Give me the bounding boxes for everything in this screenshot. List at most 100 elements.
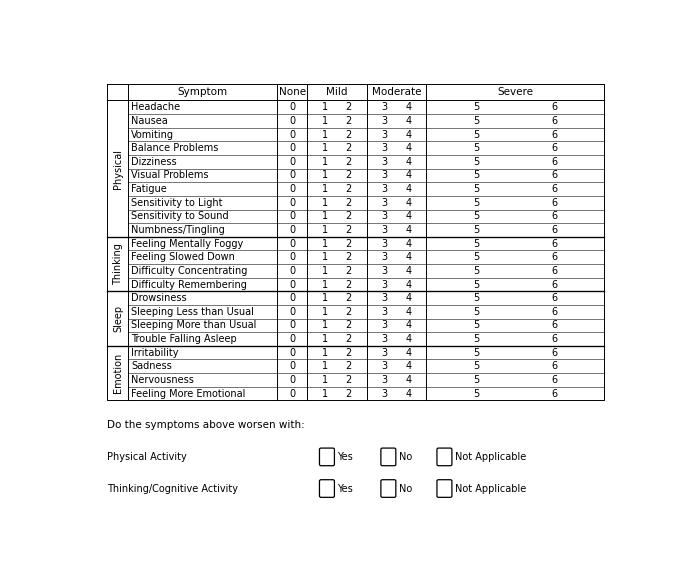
Text: 6: 6 <box>551 266 557 276</box>
Text: 0: 0 <box>289 389 296 399</box>
Text: 1: 1 <box>322 321 328 330</box>
Text: Not Applicable: Not Applicable <box>455 452 526 462</box>
Text: 2: 2 <box>346 198 352 208</box>
Text: 3: 3 <box>382 143 388 153</box>
Text: 0: 0 <box>289 334 296 344</box>
Text: Emotion: Emotion <box>113 353 123 393</box>
Text: 6: 6 <box>551 211 557 221</box>
Text: 2: 2 <box>346 184 352 194</box>
Text: Feeling Slowed Down: Feeling Slowed Down <box>131 252 235 262</box>
Text: 4: 4 <box>405 198 411 208</box>
Text: Trouble Falling Asleep: Trouble Falling Asleep <box>131 334 237 344</box>
Text: 5: 5 <box>473 389 480 399</box>
Text: Yes: Yes <box>337 484 353 494</box>
Text: 3: 3 <box>382 184 388 194</box>
Text: Sensitivity to Light: Sensitivity to Light <box>131 198 223 208</box>
Text: 5: 5 <box>473 266 480 276</box>
Text: 2: 2 <box>346 157 352 167</box>
Text: 6: 6 <box>551 238 557 249</box>
Text: 6: 6 <box>551 279 557 289</box>
Text: 0: 0 <box>289 238 296 249</box>
Text: 5: 5 <box>473 293 480 303</box>
Text: 1: 1 <box>322 348 328 357</box>
Text: 6: 6 <box>551 170 557 180</box>
Text: 0: 0 <box>289 102 296 112</box>
Text: 3: 3 <box>382 375 388 385</box>
Text: 5: 5 <box>473 348 480 357</box>
Text: 1: 1 <box>322 157 328 167</box>
Text: 1: 1 <box>322 143 328 153</box>
Text: 4: 4 <box>405 321 411 330</box>
Text: 4: 4 <box>405 279 411 289</box>
Text: None: None <box>278 87 306 97</box>
Text: 6: 6 <box>551 143 557 153</box>
Text: 2: 2 <box>346 334 352 344</box>
Text: 1: 1 <box>322 307 328 317</box>
Text: 3: 3 <box>382 238 388 249</box>
Text: 1: 1 <box>322 184 328 194</box>
Text: 1: 1 <box>322 252 328 262</box>
Text: 0: 0 <box>289 170 296 180</box>
Text: 4: 4 <box>405 362 411 372</box>
Text: 0: 0 <box>289 198 296 208</box>
Text: 0: 0 <box>289 321 296 330</box>
Text: 6: 6 <box>551 293 557 303</box>
Text: No: No <box>398 452 412 462</box>
Text: 5: 5 <box>473 362 480 372</box>
Text: Symptom: Symptom <box>178 87 228 97</box>
Text: 0: 0 <box>289 211 296 221</box>
Text: 3: 3 <box>382 225 388 235</box>
Text: Thinking/Cognitive Activity: Thinking/Cognitive Activity <box>107 484 238 494</box>
Text: Sensitivity to Sound: Sensitivity to Sound <box>131 211 229 221</box>
Text: 6: 6 <box>551 321 557 330</box>
Text: Vomiting: Vomiting <box>131 130 174 140</box>
Text: 4: 4 <box>405 238 411 249</box>
Text: 4: 4 <box>405 375 411 385</box>
Text: 2: 2 <box>346 252 352 262</box>
Text: 2: 2 <box>346 266 352 276</box>
Text: Thinking: Thinking <box>113 243 123 285</box>
Text: 5: 5 <box>473 143 480 153</box>
Text: 5: 5 <box>473 321 480 330</box>
Text: 3: 3 <box>382 211 388 221</box>
Text: Difficulty Remembering: Difficulty Remembering <box>131 279 247 289</box>
Text: 6: 6 <box>551 130 557 140</box>
Text: 2: 2 <box>346 170 352 180</box>
Text: 4: 4 <box>405 293 411 303</box>
Text: 5: 5 <box>473 130 480 140</box>
Text: Sleeping Less than Usual: Sleeping Less than Usual <box>131 307 254 317</box>
Text: 3: 3 <box>382 130 388 140</box>
Text: Dizziness: Dizziness <box>131 157 176 167</box>
Text: 2: 2 <box>346 321 352 330</box>
Text: 2: 2 <box>346 307 352 317</box>
Text: Physical Activity: Physical Activity <box>107 452 187 462</box>
Text: 5: 5 <box>473 184 480 194</box>
Text: Difficulty Concentrating: Difficulty Concentrating <box>131 266 247 276</box>
Text: Not Applicable: Not Applicable <box>455 484 526 494</box>
Text: 5: 5 <box>473 238 480 249</box>
Text: 5: 5 <box>473 252 480 262</box>
Text: 0: 0 <box>289 116 296 126</box>
Text: 2: 2 <box>346 238 352 249</box>
Text: 2: 2 <box>346 389 352 399</box>
Text: 2: 2 <box>346 211 352 221</box>
Text: 0: 0 <box>289 252 296 262</box>
Text: 2: 2 <box>346 293 352 303</box>
Text: Nausea: Nausea <box>131 116 167 126</box>
Text: 1: 1 <box>322 116 328 126</box>
Text: Drowsiness: Drowsiness <box>131 293 187 303</box>
Text: 2: 2 <box>346 143 352 153</box>
Text: 5: 5 <box>473 102 480 112</box>
Text: Numbness/Tingling: Numbness/Tingling <box>131 225 225 235</box>
Text: 0: 0 <box>289 130 296 140</box>
Text: 2: 2 <box>346 116 352 126</box>
Text: 4: 4 <box>405 225 411 235</box>
Text: 1: 1 <box>322 102 328 112</box>
Text: 4: 4 <box>405 334 411 344</box>
Text: Sadness: Sadness <box>131 362 172 372</box>
Text: 0: 0 <box>289 375 296 385</box>
Text: 1: 1 <box>322 211 328 221</box>
Text: 5: 5 <box>473 170 480 180</box>
Text: 0: 0 <box>289 184 296 194</box>
Text: 2: 2 <box>346 279 352 289</box>
